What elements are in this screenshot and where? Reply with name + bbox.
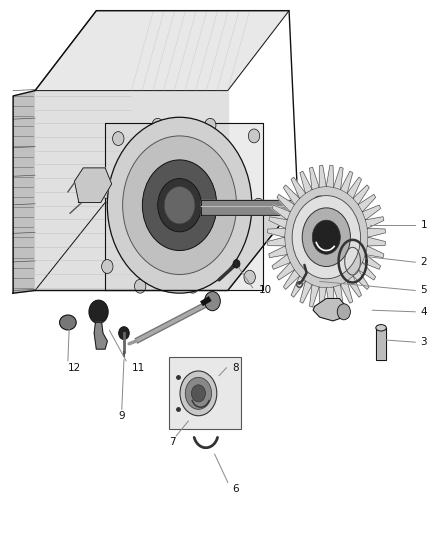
Polygon shape <box>326 165 333 187</box>
Text: 1: 1 <box>420 220 427 230</box>
Polygon shape <box>313 298 346 321</box>
FancyBboxPatch shape <box>169 357 241 429</box>
Polygon shape <box>358 195 376 212</box>
Circle shape <box>113 132 124 146</box>
Circle shape <box>164 187 195 224</box>
Polygon shape <box>365 217 384 229</box>
Text: 10: 10 <box>258 286 272 295</box>
Polygon shape <box>353 270 369 289</box>
Polygon shape <box>333 285 343 307</box>
Polygon shape <box>293 200 304 215</box>
Circle shape <box>292 196 360 279</box>
Polygon shape <box>13 91 35 293</box>
Text: 3: 3 <box>420 337 427 347</box>
Circle shape <box>123 136 237 274</box>
Circle shape <box>337 304 350 320</box>
Polygon shape <box>94 322 107 349</box>
Polygon shape <box>367 237 385 246</box>
Circle shape <box>312 220 340 254</box>
Polygon shape <box>358 262 376 280</box>
Circle shape <box>142 160 217 251</box>
Text: 2: 2 <box>420 257 427 267</box>
Polygon shape <box>362 254 381 269</box>
Polygon shape <box>291 276 305 297</box>
Polygon shape <box>347 276 361 297</box>
Polygon shape <box>283 185 300 205</box>
Circle shape <box>119 327 129 340</box>
Circle shape <box>233 260 240 268</box>
Polygon shape <box>319 165 326 187</box>
Polygon shape <box>35 91 228 290</box>
Text: 9: 9 <box>118 411 125 421</box>
Polygon shape <box>310 285 319 307</box>
Polygon shape <box>272 205 290 220</box>
Polygon shape <box>300 281 312 303</box>
Polygon shape <box>310 167 319 190</box>
Circle shape <box>285 187 368 288</box>
Polygon shape <box>35 11 289 91</box>
Text: 7: 7 <box>169 438 175 447</box>
Circle shape <box>248 129 260 143</box>
Circle shape <box>89 300 108 324</box>
Polygon shape <box>300 171 312 193</box>
Polygon shape <box>340 171 353 193</box>
Polygon shape <box>362 205 381 220</box>
Polygon shape <box>267 237 285 246</box>
Polygon shape <box>319 287 326 309</box>
Polygon shape <box>277 262 294 280</box>
Circle shape <box>134 279 146 293</box>
Circle shape <box>205 118 216 132</box>
Circle shape <box>191 385 205 402</box>
Polygon shape <box>35 203 298 290</box>
Ellipse shape <box>60 315 76 330</box>
Polygon shape <box>283 270 300 289</box>
Circle shape <box>205 292 220 311</box>
Circle shape <box>152 118 163 132</box>
Circle shape <box>102 260 113 273</box>
Polygon shape <box>353 185 369 205</box>
Circle shape <box>158 179 201 232</box>
Circle shape <box>316 203 325 213</box>
Text: 6: 6 <box>232 484 239 494</box>
Text: 12: 12 <box>68 363 81 373</box>
Polygon shape <box>201 196 320 220</box>
Text: 11: 11 <box>131 363 145 373</box>
Polygon shape <box>367 229 385 237</box>
Circle shape <box>253 198 264 212</box>
Polygon shape <box>267 229 285 237</box>
Polygon shape <box>277 195 294 212</box>
Polygon shape <box>74 168 112 203</box>
Circle shape <box>180 371 217 416</box>
Circle shape <box>102 185 113 199</box>
Polygon shape <box>326 287 333 309</box>
Polygon shape <box>269 246 287 257</box>
Text: 4: 4 <box>420 307 427 317</box>
Polygon shape <box>333 167 343 190</box>
Circle shape <box>187 279 198 293</box>
Polygon shape <box>291 177 305 198</box>
Circle shape <box>185 377 212 409</box>
Text: 8: 8 <box>232 363 239 373</box>
Polygon shape <box>376 328 386 360</box>
Circle shape <box>244 270 255 284</box>
Polygon shape <box>272 254 290 269</box>
Circle shape <box>302 208 350 266</box>
Polygon shape <box>269 217 287 229</box>
Circle shape <box>311 196 330 220</box>
Polygon shape <box>347 177 361 198</box>
Ellipse shape <box>376 325 386 331</box>
Polygon shape <box>365 246 384 257</box>
Circle shape <box>107 117 252 293</box>
Polygon shape <box>105 123 263 290</box>
Polygon shape <box>340 281 353 303</box>
Text: 5: 5 <box>420 286 427 295</box>
